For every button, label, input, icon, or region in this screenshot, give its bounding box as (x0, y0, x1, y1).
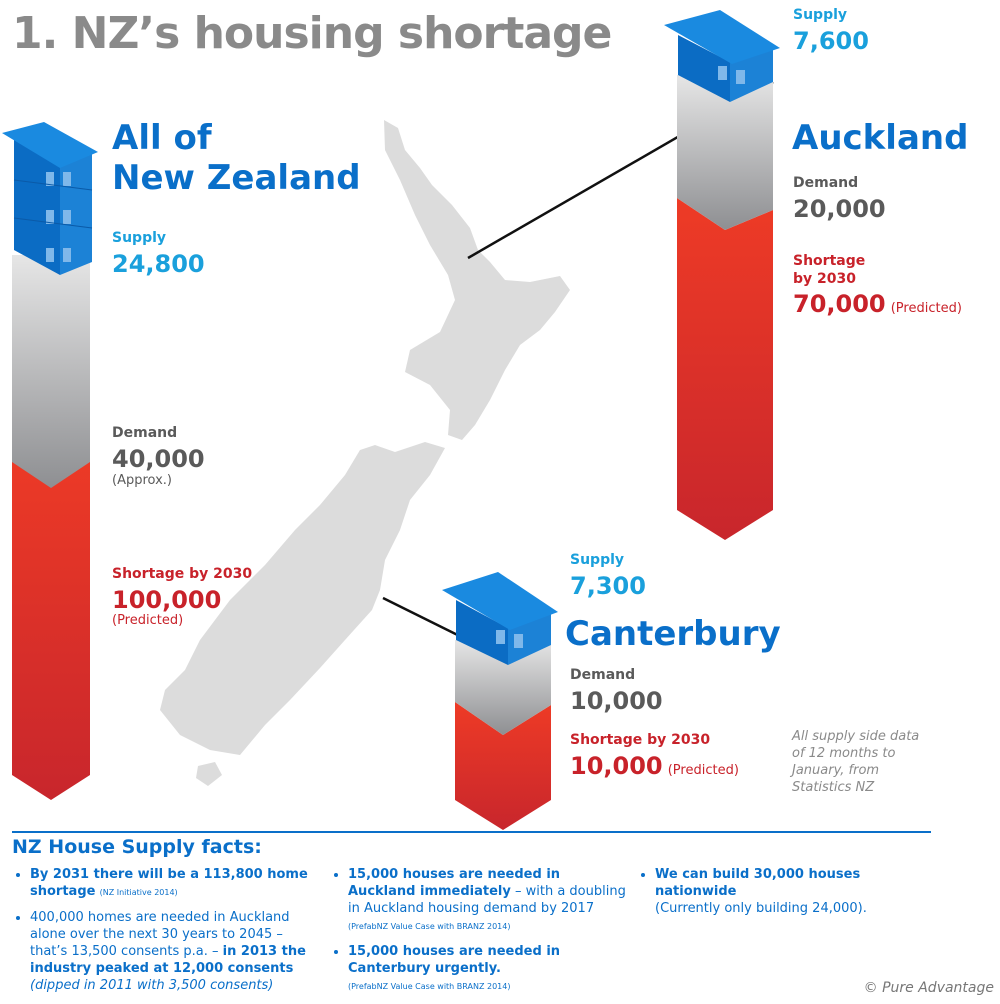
canterbury-region-title: Canterbury (565, 614, 781, 654)
fact-source: (NZ Initiative 2014) (99, 888, 178, 897)
auckland-region-title: Auckland (792, 118, 969, 158)
graphics (2, 10, 780, 830)
fact-source: (PrefabNZ Value Case with BRANZ 2014) (348, 982, 511, 991)
nz-shortage-note: (Predicted) (112, 613, 184, 628)
facts-column-2: 15,000 houses are needed in Auckland imm… (330, 866, 630, 1003)
fact-bold: We can build 30,000 houses nationwide (655, 867, 861, 899)
fact-bold: 15,000 houses are needed in Auckland imm… (348, 867, 561, 899)
building-icon (442, 572, 558, 665)
canterbury-shortage-label: Shortage by 2030 (570, 732, 711, 748)
fact-source: (PrefabNZ Value Case with BRANZ 2014) (348, 922, 511, 931)
nz-bar (2, 122, 98, 800)
auckland-demand-label: Demand (793, 175, 859, 191)
canterbury-shortage-note: (Predicted) (667, 763, 739, 778)
fact-text: (Currently only building 24,000). (655, 901, 867, 916)
nz-shortage-label: Shortage by 2030 (112, 566, 253, 582)
nz-demand-label: Demand (112, 425, 178, 441)
shortage-segment (455, 702, 551, 830)
south-island (160, 442, 445, 755)
auckland-shortage-note: (Predicted) (890, 301, 962, 316)
demand-segment (455, 640, 551, 735)
fact-item: 15,000 houses are needed in Canterbury u… (348, 943, 630, 995)
nz-region-title: All of New Zealand (112, 118, 361, 198)
auckland-shortage-label: Shortage by 2030 (793, 252, 865, 288)
nz-demand-note: (Approx.) (112, 473, 172, 488)
stewart-island (196, 762, 222, 786)
facts-title: NZ House Supply facts: (12, 836, 262, 858)
fact-bold: in 2013 the industry peaked at 12,000 co… (30, 944, 306, 976)
copyright: © Pure Advantage (863, 980, 994, 996)
canterbury-supply-value: 7,300 (570, 572, 646, 600)
data-source-note: All supply side data of 12 months to Jan… (792, 729, 920, 795)
fact-item: 400,000 homes are needed in Auckland alo… (30, 909, 322, 994)
auckland-demand-value: 20,000 (793, 195, 886, 223)
fact-item: 15,000 houses are needed in Auckland imm… (348, 866, 630, 935)
auckland-supply-label: Supply (793, 7, 848, 23)
canterbury-bar (442, 572, 558, 830)
page-title: 1. NZ’s housing shortage (12, 8, 612, 59)
nz-shortage-value: 100,000 (112, 586, 222, 614)
nz-supply-label: Supply (112, 230, 167, 246)
fact-item: By 2031 there will be a 113,800 home sho… (30, 866, 322, 901)
shortage-segment (677, 198, 773, 540)
nz-demand-value: 40,000 (112, 445, 205, 473)
fact-bold: By 2031 there will be a 113,800 home sho… (30, 867, 308, 899)
building-icon (2, 122, 98, 275)
demand-segment (12, 255, 90, 488)
canterbury-shortage-value: 10,000 (570, 752, 663, 780)
fact-item: We can build 30,000 houses nationwide (Cu… (655, 866, 937, 917)
shortage-segment (12, 440, 90, 800)
label-line: by 2030 (793, 271, 856, 287)
nz-supply-value: 24,800 (112, 250, 205, 278)
facts-column-1: By 2031 there will be a 113,800 home sho… (12, 866, 322, 1002)
region-line: New Zealand (112, 158, 361, 198)
auckland-supply-value: 7,600 (793, 27, 869, 55)
region-line: All of (112, 118, 212, 158)
demand-segment (677, 75, 773, 230)
auckland-shortage-value: 70,000 (793, 290, 886, 318)
north-island (384, 120, 570, 440)
auckland-bar (664, 10, 780, 540)
fact-text: 400,000 homes are needed in Auckland alo… (30, 910, 290, 959)
label-line: Shortage (793, 253, 866, 269)
canterbury-demand-label: Demand (570, 667, 636, 683)
canterbury-supply-label: Supply (570, 552, 625, 568)
fact-text: – with a doubling in Auckland housing de… (348, 884, 626, 916)
canterbury-demand-value: 10,000 (570, 687, 663, 715)
canterbury-shortage: 10,000 (Predicted) (570, 752, 739, 780)
nz-map (160, 120, 570, 786)
building-icon (664, 10, 780, 102)
fact-bold: 15,000 houses are needed in Canterbury u… (348, 944, 561, 976)
facts-column-3: We can build 30,000 houses nationwide (Cu… (637, 866, 937, 925)
divider (12, 831, 931, 833)
auckland-shortage: 70,000 (Predicted) (793, 290, 962, 318)
fact-italic: (dipped in 2011 with 3,500 consents) (30, 978, 274, 993)
